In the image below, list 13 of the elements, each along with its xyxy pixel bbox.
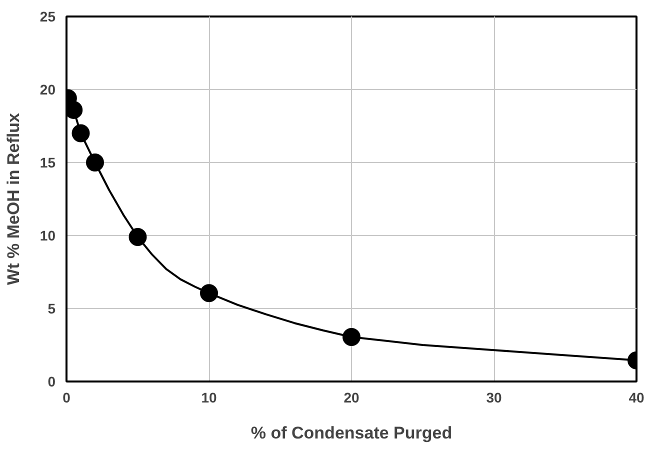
x-axis-title: % of Condensate Purged	[250, 424, 452, 442]
y-tick-label: 5	[48, 300, 56, 316]
y-tick-label: 25	[40, 8, 56, 24]
y-tick-label: 0	[48, 374, 56, 390]
y-tick-label: 15	[40, 154, 56, 170]
x-tick-label: 40	[628, 390, 644, 406]
x-tick-label: 10	[201, 390, 217, 406]
y-tick-label: 20	[40, 82, 56, 98]
x-tick-label: 20	[344, 390, 360, 406]
x-tick-label: 30	[486, 390, 502, 406]
x-tick-label: 0	[62, 390, 71, 406]
y-tick-label: 10	[40, 228, 56, 244]
y-axis-title: Wt % MeOH in Reflux	[4, 112, 23, 285]
